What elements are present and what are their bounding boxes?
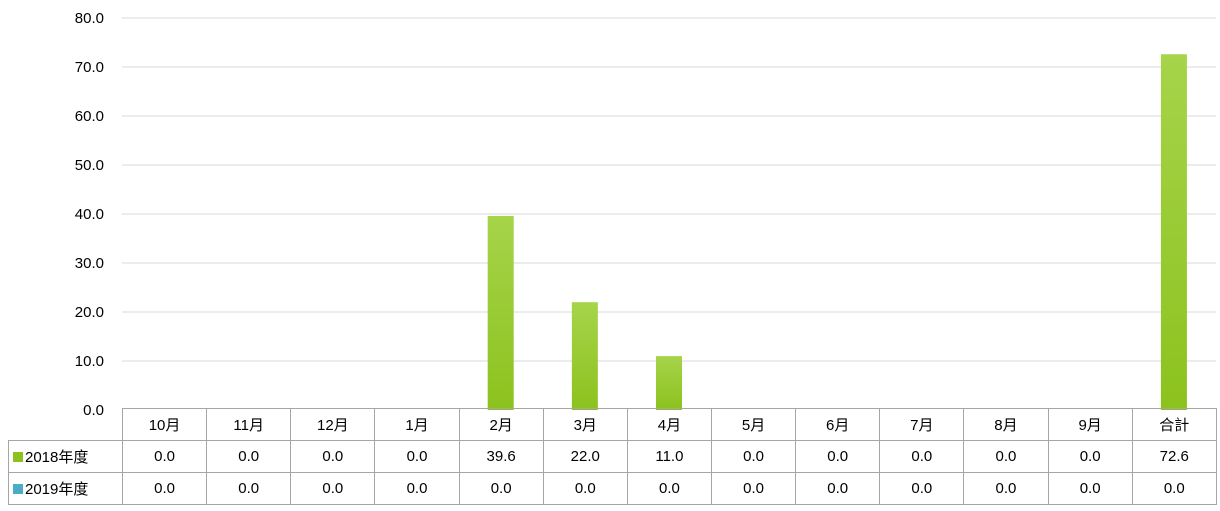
category-label: 8月 bbox=[963, 408, 1049, 441]
y-tick-label: 50.0 bbox=[75, 157, 104, 174]
category-label: 4月 bbox=[626, 408, 712, 441]
series-2018-row: 2018年度 0.0 0.0 0.0 0.0 39.6 22.0 11.0 0.0 0.0 0.0… bbox=[8, 440, 1217, 473]
data-label: 0.0 bbox=[879, 440, 965, 473]
series-2019-row: 2019年度 0.0 0.0 0.0 0.0 0.0 0.0 0.0 0.0 0.0 0.0 0.0… bbox=[8, 472, 1217, 505]
y-tick-label: 40.0 bbox=[75, 206, 104, 223]
data-label: 39.6 bbox=[458, 440, 544, 473]
data-label: 0.0 bbox=[374, 440, 460, 473]
category-label: 合計 bbox=[1131, 408, 1217, 441]
series-2018-legend: 2018年度 bbox=[8, 440, 123, 473]
data-label: 0.0 bbox=[710, 440, 797, 473]
data-label: 0.0 bbox=[795, 440, 881, 473]
y-tick-label: 70.0 bbox=[75, 59, 104, 76]
data-label: 0.0 bbox=[710, 472, 797, 505]
series-2018-name: 2018年度 bbox=[25, 449, 89, 466]
bars bbox=[487, 54, 1187, 410]
category-label: 11月 bbox=[206, 408, 292, 441]
data-label: 0.0 bbox=[963, 440, 1049, 473]
data-label: 0.0 bbox=[963, 472, 1049, 505]
data-label: 0.0 bbox=[206, 440, 292, 473]
category-label: 3月 bbox=[542, 408, 628, 441]
category-label: 9月 bbox=[1047, 408, 1133, 441]
category-label: 1月 bbox=[374, 408, 460, 441]
bar bbox=[571, 302, 598, 410]
data-label: 0.0 bbox=[290, 472, 376, 505]
y-tick-label: 80.0 bbox=[75, 10, 104, 27]
y-tick-label: 60.0 bbox=[75, 108, 104, 125]
series-2019-legend: 2019年度 bbox=[8, 472, 123, 505]
data-label: 0.0 bbox=[121, 440, 208, 473]
data-label: 0.0 bbox=[121, 472, 208, 505]
data-label: 0.0 bbox=[206, 472, 292, 505]
data-label: 0.0 bbox=[290, 440, 376, 473]
data-label: 0.0 bbox=[879, 472, 965, 505]
data-label: 0.0 bbox=[542, 472, 628, 505]
y-tick-label: 30.0 bbox=[75, 255, 104, 272]
table-corner bbox=[9, 409, 123, 441]
data-label: 0.0 bbox=[458, 472, 544, 505]
y-tick-label: 20.0 bbox=[75, 304, 104, 321]
data-label: 0.0 bbox=[626, 472, 712, 505]
data-table: 10月 11月 12月 1月 2月 3月 4月 5月 6月 7月 8月 9月 合計 2018年度 0.0… bbox=[8, 408, 1217, 505]
data-label: 0.0 bbox=[1047, 440, 1133, 473]
data-label: 0.0 bbox=[1047, 472, 1133, 505]
data-label: 0.0 bbox=[374, 472, 460, 505]
data-label: 11.0 bbox=[626, 440, 712, 473]
category-row: 10月 11月 12月 1月 2月 3月 4月 5月 6月 7月 8月 9月 合計 bbox=[9, 408, 1217, 441]
bar bbox=[656, 356, 682, 410]
category-label: 2月 bbox=[458, 408, 544, 441]
series-2018-swatch bbox=[13, 452, 23, 462]
y-axis: 0.0 10.0 20.0 30.0 40.0 50.0 60.0 70.0 80.0 bbox=[75, 10, 104, 419]
data-label: 0.0 bbox=[1131, 472, 1217, 505]
bar bbox=[1160, 54, 1187, 410]
category-label: 10月 bbox=[121, 408, 208, 441]
data-label: 0.0 bbox=[795, 472, 881, 505]
series-2019-swatch bbox=[13, 484, 23, 494]
category-label: 7月 bbox=[879, 408, 965, 441]
category-label: 12月 bbox=[290, 408, 376, 441]
bar bbox=[487, 215, 514, 410]
series-2019-name: 2019年度 bbox=[25, 481, 89, 498]
category-label: 5月 bbox=[710, 408, 797, 441]
y-tick-label: 0.0 bbox=[83, 402, 104, 419]
gridlines bbox=[122, 17, 1216, 362]
data-label: 22.0 bbox=[542, 440, 628, 473]
category-label: 6月 bbox=[795, 408, 881, 441]
y-tick-label: 10.0 bbox=[75, 353, 104, 370]
data-label: 72.6 bbox=[1131, 440, 1217, 473]
